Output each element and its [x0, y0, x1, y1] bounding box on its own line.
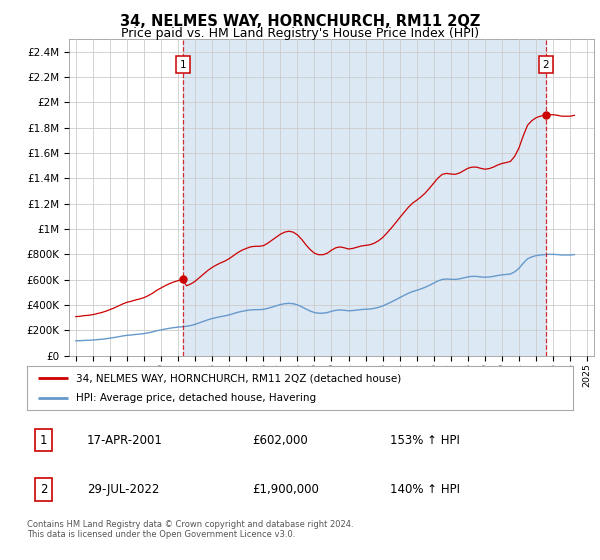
Text: 140% ↑ HPI: 140% ↑ HPI: [390, 483, 460, 496]
Text: 153% ↑ HPI: 153% ↑ HPI: [390, 433, 460, 447]
Text: 2: 2: [542, 59, 549, 69]
Text: £602,000: £602,000: [252, 433, 308, 447]
Text: 1: 1: [40, 433, 47, 447]
Text: Contains HM Land Registry data © Crown copyright and database right 2024.
This d: Contains HM Land Registry data © Crown c…: [27, 520, 353, 539]
Text: 1: 1: [180, 59, 187, 69]
Text: 29-JUL-2022: 29-JUL-2022: [87, 483, 160, 496]
Text: 34, NELMES WAY, HORNCHURCH, RM11 2QZ (detached house): 34, NELMES WAY, HORNCHURCH, RM11 2QZ (de…: [76, 373, 401, 383]
Text: £1,900,000: £1,900,000: [252, 483, 319, 496]
Text: HPI: Average price, detached house, Havering: HPI: Average price, detached house, Have…: [76, 393, 316, 403]
Text: 17-APR-2001: 17-APR-2001: [87, 433, 163, 447]
Text: 2: 2: [40, 483, 47, 496]
Text: Price paid vs. HM Land Registry's House Price Index (HPI): Price paid vs. HM Land Registry's House …: [121, 27, 479, 40]
Text: 34, NELMES WAY, HORNCHURCH, RM11 2QZ: 34, NELMES WAY, HORNCHURCH, RM11 2QZ: [120, 14, 480, 29]
Bar: [183, 39, 546, 356]
